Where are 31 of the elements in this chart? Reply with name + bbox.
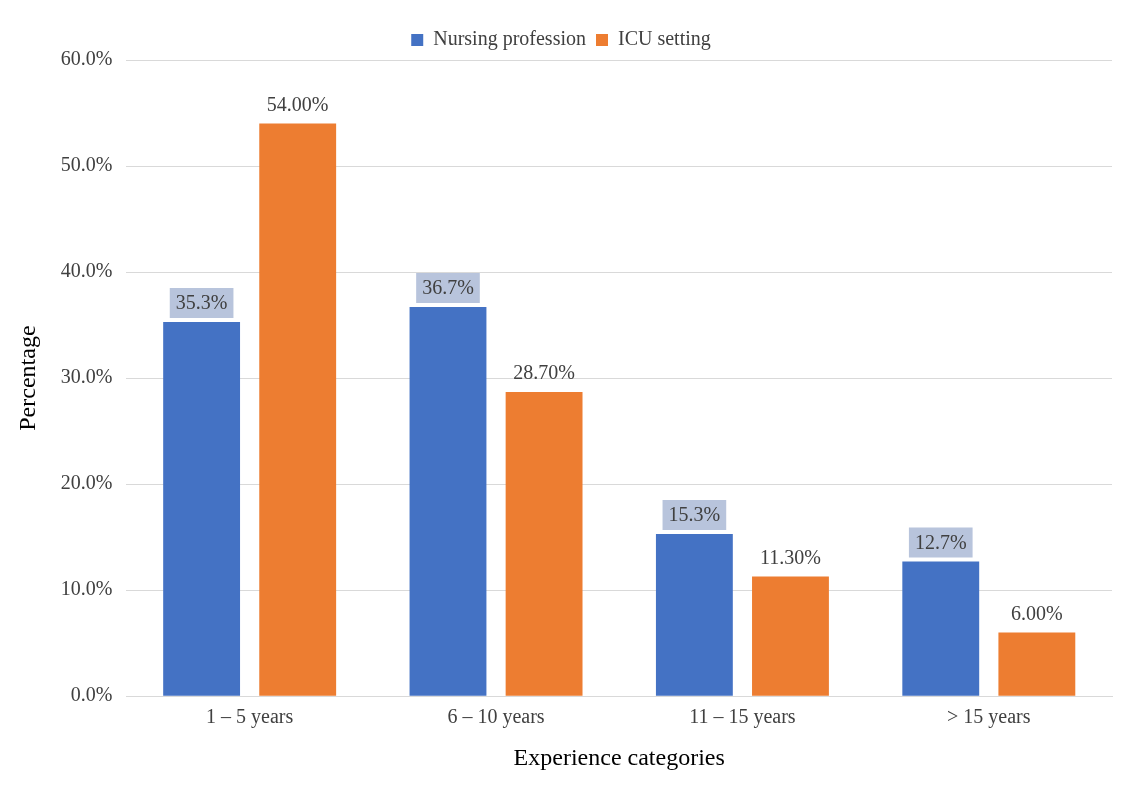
bar: [655, 533, 733, 696]
x-tick-label: 6 – 10 years: [447, 705, 545, 729]
bar: [409, 307, 487, 696]
x-axis-title: Experience categories: [513, 743, 725, 770]
y-tick-label: 30.0%: [60, 365, 113, 388]
x-tick-label: 11 – 15 years: [689, 705, 796, 729]
data-label: 12.7%: [914, 530, 967, 553]
x-tick-label: > 15 years: [947, 705, 1031, 729]
y-tick-label: 50.0%: [60, 153, 113, 176]
bar: [998, 632, 1076, 696]
bar: [902, 561, 980, 696]
y-tick-label: 20.0%: [60, 471, 113, 494]
y-tick-label: 40.0%: [60, 259, 113, 282]
legend-label: Nursing profession: [433, 27, 586, 51]
data-label: 11.30%: [760, 545, 821, 568]
data-label: 6.00%: [1011, 601, 1063, 624]
y-tick-label: 0.0%: [70, 683, 113, 706]
bar: [163, 321, 241, 696]
legend-label: ICU setting: [618, 27, 711, 51]
data-label: 28.70%: [513, 361, 575, 384]
data-label: 35.3%: [175, 291, 228, 314]
bar: [505, 391, 583, 696]
bar: [752, 576, 829, 696]
x-tick-label: 1 – 5 years: [206, 705, 294, 729]
y-tick-label: 10.0%: [60, 577, 113, 600]
y-axis-title: Percentage: [13, 325, 40, 431]
data-label: 36.7%: [422, 276, 474, 299]
bar: [259, 123, 337, 696]
data-label: 15.3%: [668, 503, 721, 526]
data-label: 54.00%: [266, 92, 329, 115]
y-tick-label: 60.0%: [60, 47, 113, 70]
